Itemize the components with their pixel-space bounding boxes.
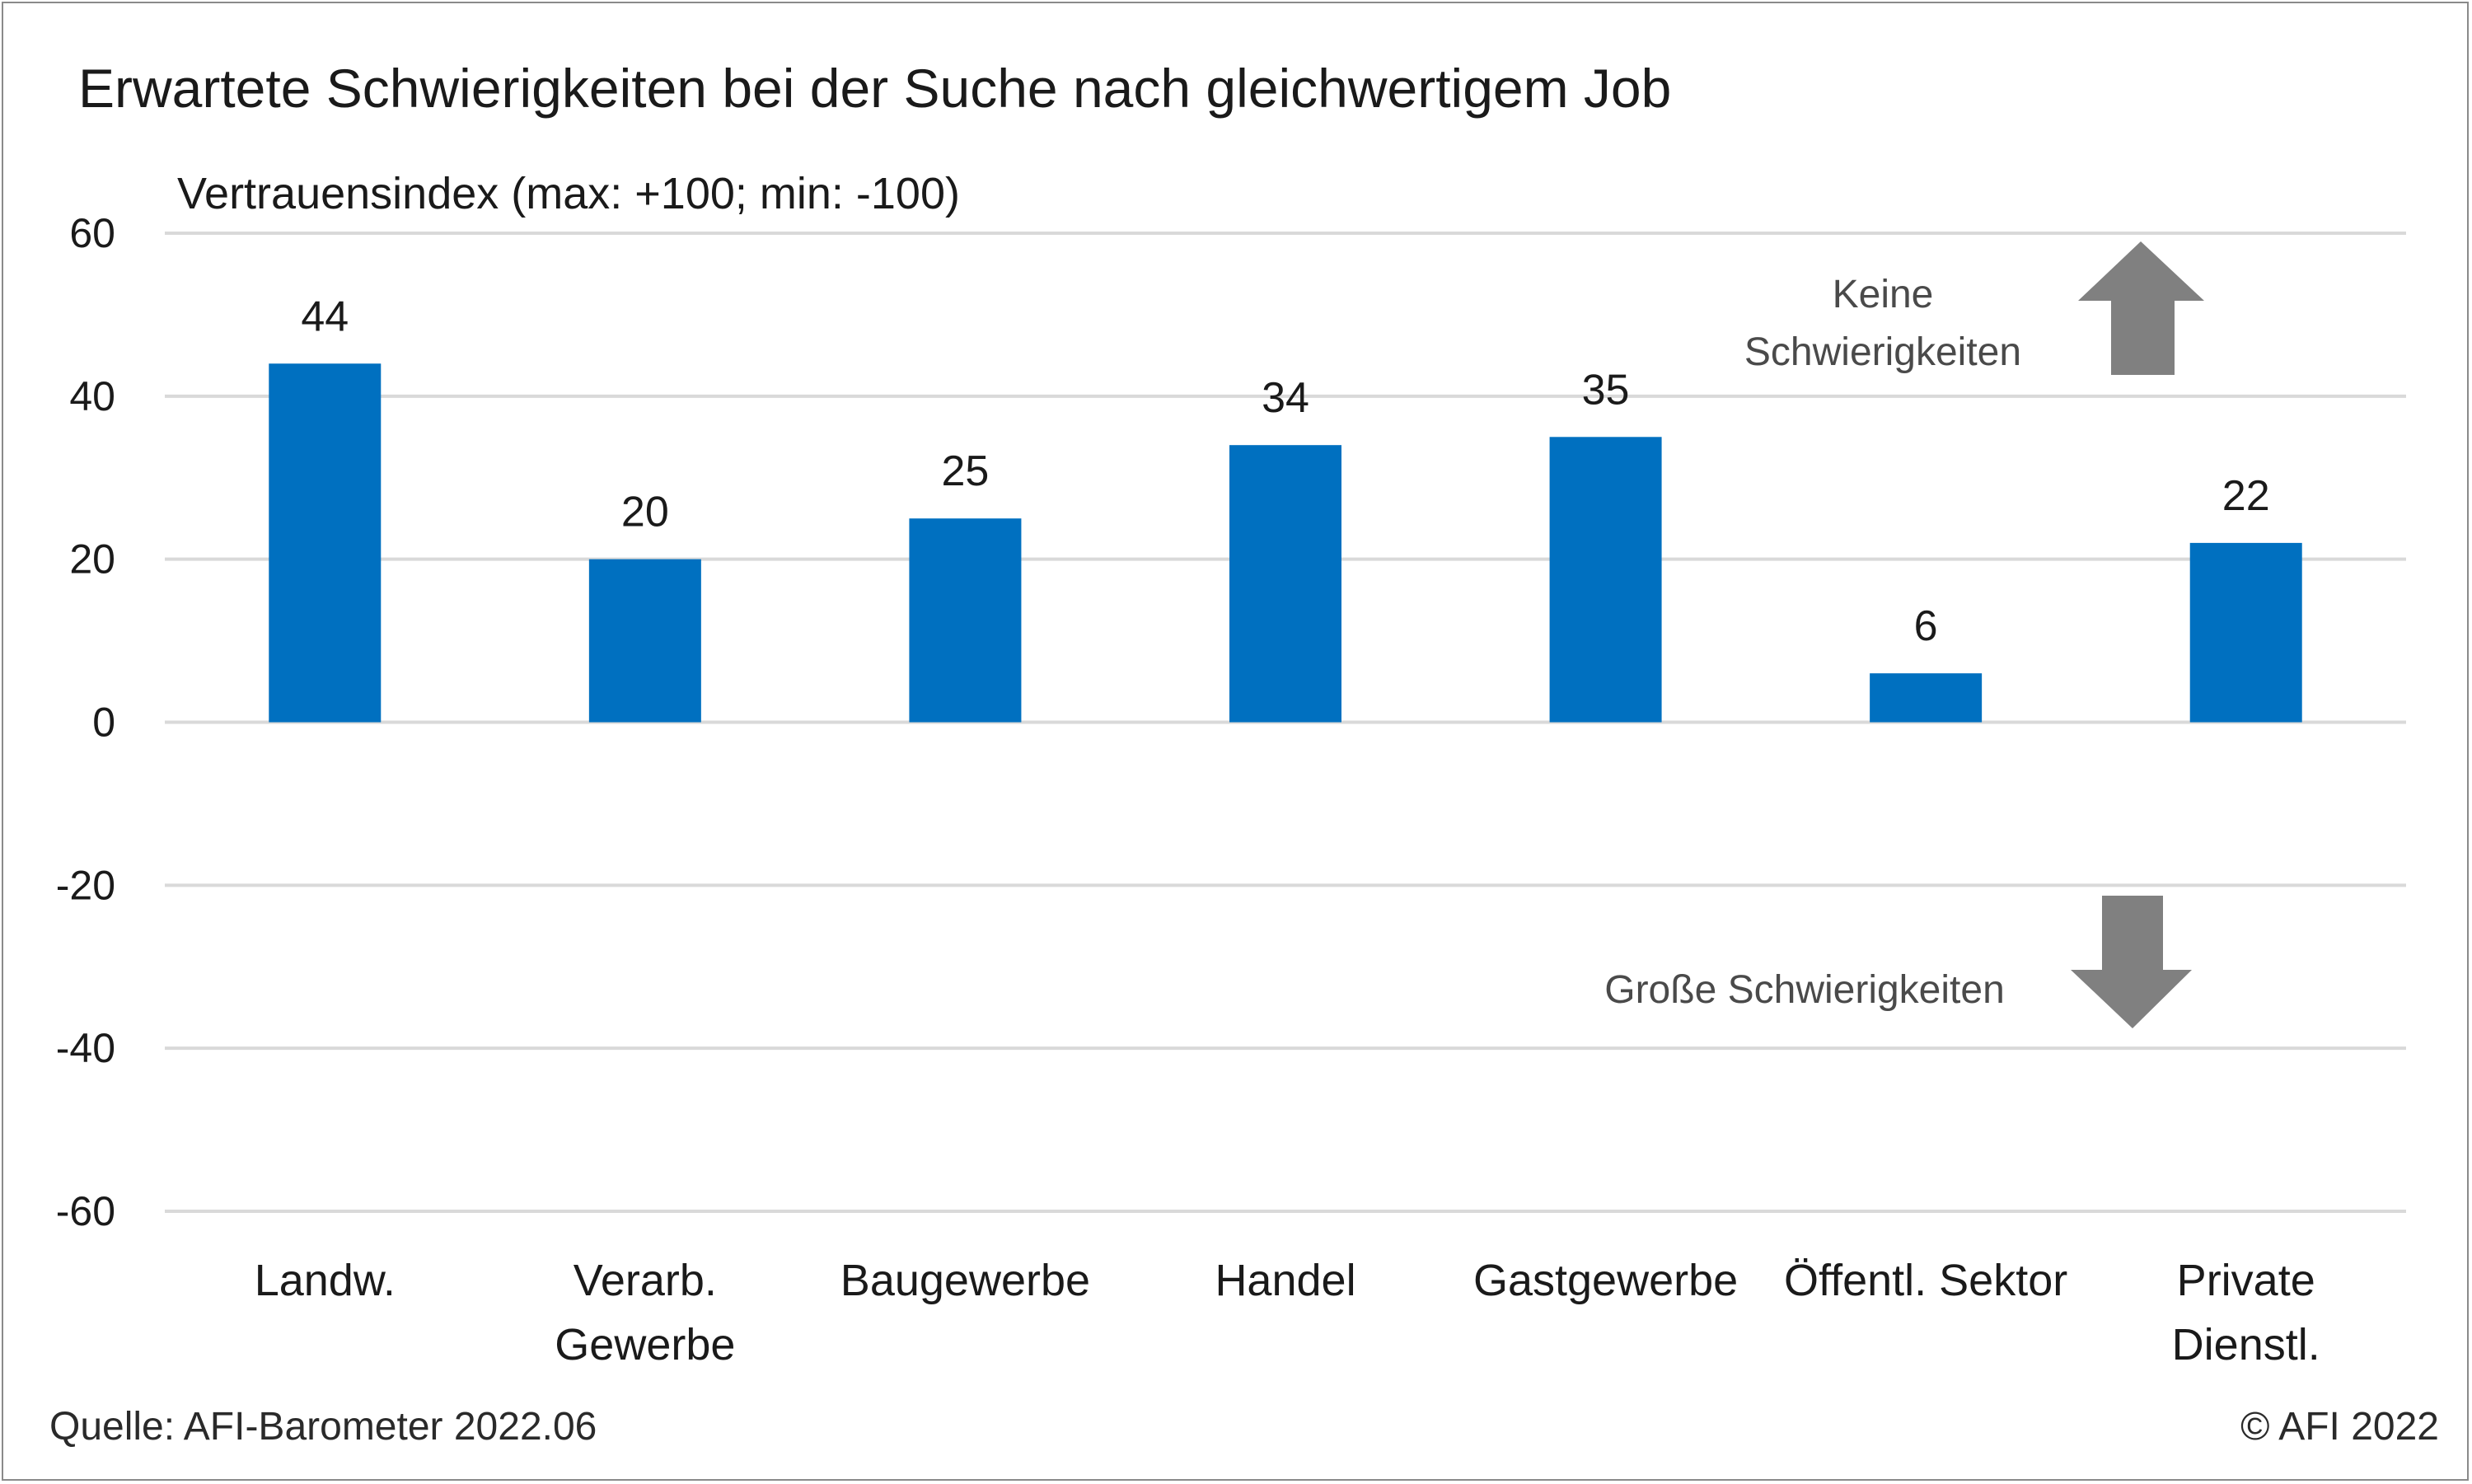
annotation-keine-schwierigkeiten: Keine Schwierigkeiten	[1744, 273, 2021, 374]
source-note: Quelle: AFI-Barometer 2022.06	[49, 1405, 597, 1449]
category-line-4-0: Gastgewerbe	[1473, 1256, 1738, 1305]
y-tick-labels: 60 40 20 0 -20 -40 -60	[56, 210, 115, 1234]
bar-2	[909, 518, 1022, 723]
bar-1	[588, 559, 701, 723]
bar-6	[2189, 542, 2302, 723]
value-label-2: 25	[942, 447, 990, 495]
category-line-2-0: Baugewerbe	[840, 1256, 1090, 1305]
category-line-6-1: Dienstl.	[2172, 1320, 2320, 1369]
chart-title: Erwartete Schwierigkeiten bei der Suche …	[78, 58, 1671, 119]
bar-5	[1870, 673, 1983, 723]
category-labels: Landw. Verarb. Gewerbe Baugewerbe Handel Gast…	[255, 1256, 2320, 1369]
copyright-note: © AFI 2022	[2240, 1405, 2439, 1449]
annotation-down: Große Schwierigkeiten	[1604, 896, 2192, 1028]
category-label-5: Öffentl. Sektor	[1784, 1256, 2067, 1305]
y-tick-0: 60	[69, 210, 115, 256]
bar-4	[1549, 437, 1662, 723]
y-tick-3: 0	[92, 700, 115, 746]
annotation-up-line-0: Keine	[1833, 273, 1934, 316]
category-line-5-0: Öffentl. Sektor	[1784, 1256, 2067, 1305]
category-label-1: Verarb. Gewerbe	[555, 1256, 735, 1369]
y-tick-6: -60	[56, 1188, 115, 1234]
bar-0	[269, 363, 382, 723]
category-line-3-0: Handel	[1215, 1256, 1355, 1305]
y-tick-1: 40	[69, 373, 115, 419]
value-label-6: 22	[2222, 472, 2270, 520]
category-label-2: Baugewerbe	[840, 1256, 1090, 1305]
bar-3	[1229, 445, 1341, 723]
gridlines	[165, 232, 2406, 1213]
value-labels: 44 20 25 34 35 6 22	[301, 293, 2269, 650]
y-tick-4: -20	[56, 862, 115, 908]
value-label-4: 35	[1582, 366, 1630, 414]
value-label-5: 6	[1914, 602, 1938, 650]
annotation-up: Keine Schwierigkeiten	[1744, 241, 2204, 375]
arrow-down-icon	[2071, 896, 2192, 1028]
y-tick-5: -40	[56, 1025, 115, 1071]
category-line-1-0: Verarb.	[574, 1256, 717, 1305]
value-label-3: 34	[1262, 374, 1309, 422]
category-line-6-0: Private	[2177, 1256, 2315, 1305]
category-line-1-1: Gewerbe	[555, 1320, 735, 1369]
category-label-6: Private Dienstl.	[2172, 1256, 2320, 1369]
arrow-up-icon	[2078, 241, 2204, 375]
y-tick-2: 20	[69, 536, 115, 583]
bars	[269, 363, 2302, 723]
value-label-1: 20	[621, 489, 669, 536]
category-label-0: Landw.	[255, 1256, 396, 1305]
value-label-0: 44	[301, 293, 349, 340]
annotation-grosse-schwierigkeiten: Große Schwierigkeiten	[1604, 968, 2005, 1012]
category-label-3: Handel	[1215, 1256, 1355, 1305]
category-line-0-0: Landw.	[255, 1256, 396, 1305]
category-label-4: Gastgewerbe	[1473, 1256, 1738, 1305]
y-axis-label: Vertrauensindex (max: +100; min: -100)	[177, 169, 960, 218]
annotation-up-line-1: Schwierigkeiten	[1744, 330, 2021, 374]
